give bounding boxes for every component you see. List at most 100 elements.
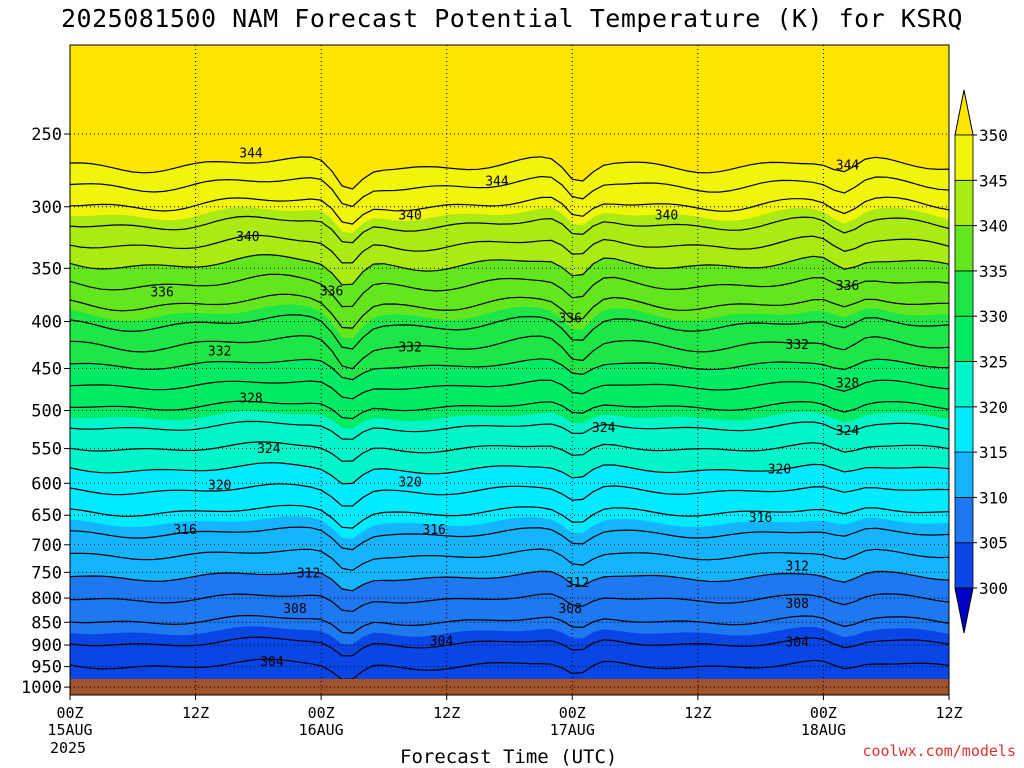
contour-label: 320: [768, 462, 791, 477]
contour-label: 320: [208, 479, 231, 494]
x-tick-label: 00Z: [810, 704, 837, 722]
colorbar-swatch: [954, 270, 974, 317]
colorbar-arrow-bottom: [954, 587, 974, 634]
x-year-label: 2025: [50, 739, 86, 757]
colorbar-swatch: [954, 179, 974, 227]
contour-342: [70, 234, 949, 264]
band-350: [70, 45, 949, 189]
x-date-label: 17AUG: [550, 721, 595, 739]
chart-title: 2025081500 NAM Forecast Potential Temper…: [61, 4, 963, 33]
contour-label: 328: [836, 376, 859, 391]
contour-label: 344: [239, 147, 263, 162]
y-axis: 250 300 350 400 450 500 550 600 650 700 750 800 850 9…: [21, 125, 70, 698]
contour-310: [70, 570, 949, 592]
x-date-label: 15AUG: [47, 721, 92, 739]
contour-304: [70, 636, 949, 657]
plot-frame: [69, 44, 950, 696]
colorbar-swatch: [954, 361, 974, 408]
contour-324: [70, 420, 949, 440]
x-tick-label: 00Z: [308, 704, 335, 722]
y-tick-label: 600: [31, 474, 62, 494]
contour-314: [70, 526, 949, 551]
contour-334: [70, 314, 949, 350]
contour-label: 308: [558, 602, 581, 617]
y-tick-label: 750: [31, 563, 62, 583]
colorbar-label: 310: [979, 488, 1008, 507]
colorbar-label: 300: [979, 579, 1008, 598]
contour-label: 332: [786, 338, 809, 353]
contour-label: 308: [283, 602, 306, 617]
y-tick-label: 500: [31, 402, 62, 422]
contour-label: 316: [173, 523, 196, 538]
contour-302: [70, 658, 949, 681]
colorbar-swatch: [954, 225, 974, 272]
y-tick-label: 650: [31, 506, 62, 526]
contour-326: [70, 400, 949, 420]
contour-320: [70, 462, 949, 485]
x-tick-label: 00Z: [56, 704, 83, 722]
contour-label: 304: [260, 655, 284, 670]
x-tick-label: 12Z: [182, 704, 209, 722]
y-tick-label: 1000: [21, 678, 62, 698]
colorbar-label: 335: [979, 262, 1008, 281]
y-tick-label: 400: [31, 313, 62, 333]
colorbar-swatch: [954, 451, 974, 498]
contour-label: 332: [398, 341, 421, 356]
colorbar-swatch: [954, 496, 974, 544]
y-tick-label: 450: [31, 360, 62, 380]
contour-label: 324: [836, 424, 860, 439]
contour-332: [70, 335, 949, 370]
contour-328: [70, 379, 949, 400]
x-axis-label: Forecast Time (UTC): [400, 746, 618, 768]
y-tick-label: 800: [31, 589, 62, 609]
contour-label: 332: [208, 344, 231, 359]
contour-330: [70, 358, 949, 381]
contour-label: 344: [485, 175, 509, 190]
y-tick-label: 950: [31, 658, 62, 678]
y-tick-label: 250: [31, 125, 62, 145]
y-tick-label: 850: [31, 613, 62, 633]
contour-label: 304: [786, 636, 810, 651]
colorbar-swatch: [954, 315, 974, 362]
x-tick-label: 12Z: [684, 704, 711, 722]
y-tick-label: 300: [31, 198, 62, 218]
colorbar-swatch: [954, 134, 974, 181]
contour-label: 312: [566, 576, 589, 591]
colorbar-label: 320: [979, 398, 1008, 417]
contour-label: 336: [150, 286, 173, 301]
colorbar: 300 305 310 315 320 325 330 335 340 345 350: [954, 89, 1008, 634]
x-date-label: 16AUG: [299, 721, 344, 739]
x-tick-label: 12Z: [433, 704, 460, 722]
contour-label: 344: [836, 159, 860, 174]
y-tick-label: 550: [31, 440, 62, 460]
y-tick-label: 350: [31, 259, 62, 279]
contour-label: 312: [297, 566, 320, 581]
contour-344: [70, 215, 949, 244]
contour-label: 340: [398, 209, 421, 224]
contour-label: 320: [398, 475, 421, 490]
watermark: coolwx.com/models: [862, 742, 1016, 760]
contour-label: 336: [320, 284, 343, 299]
colorbar-label: 305: [979, 534, 1008, 553]
colorbar-arrow-top: [954, 89, 974, 136]
contour-label: 316: [422, 523, 445, 538]
contour-348: [70, 175, 949, 208]
y-tick-label: 900: [31, 636, 62, 656]
colorbar-label: 325: [979, 353, 1008, 372]
contour-label: 308: [786, 597, 809, 612]
x-tick-label: 12Z: [935, 704, 962, 722]
contour-label: 324: [257, 442, 281, 457]
colorbar-swatch: [954, 542, 974, 589]
contour-322: [70, 441, 949, 462]
contour-label: 316: [749, 511, 772, 526]
contour-308: [70, 593, 949, 613]
contour-340: [70, 253, 949, 286]
contour-316: [70, 504, 949, 529]
contour-318: [70, 483, 949, 507]
contour-312: [70, 548, 949, 571]
x-date-label: 18AUG: [801, 721, 846, 739]
contour-label: 324: [592, 421, 616, 436]
filled-contours: [70, 45, 949, 695]
colorbar-swatch: [954, 406, 974, 453]
